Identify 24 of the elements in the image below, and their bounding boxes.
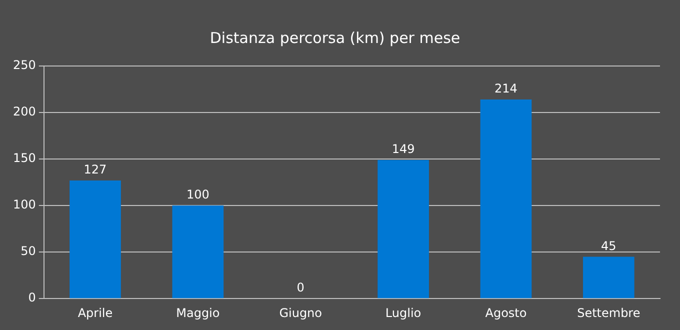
y-tick-label: 100 xyxy=(13,198,36,212)
data-label: 45 xyxy=(601,238,616,253)
chart-title: Distanza percorsa (km) per mese xyxy=(210,28,460,47)
data-label: 0 xyxy=(296,280,304,295)
y-tick-label: 150 xyxy=(13,151,36,166)
bar xyxy=(480,99,532,298)
bar xyxy=(378,160,429,298)
x-tick-label: Agosto xyxy=(485,306,527,320)
y-tick-label: 200 xyxy=(13,104,36,119)
bar xyxy=(70,180,121,298)
x-tick-label: Settembre xyxy=(577,306,640,320)
x-tick-label: Luglio xyxy=(385,306,422,320)
bar xyxy=(172,206,224,298)
x-tick-label: Giugno xyxy=(279,306,322,320)
data-label: 100 xyxy=(186,188,210,202)
y-tick-label: 50 xyxy=(20,244,36,258)
data-label: 127 xyxy=(84,162,107,177)
bar xyxy=(582,256,634,298)
data-label: 214 xyxy=(494,82,518,96)
y-tick-label: 0 xyxy=(28,290,36,305)
x-tick-label: Aprile xyxy=(78,306,113,320)
data-label: 149 xyxy=(392,142,415,156)
y-tick-label: 250 xyxy=(13,58,36,72)
x-tick-label: Maggio xyxy=(176,306,220,320)
